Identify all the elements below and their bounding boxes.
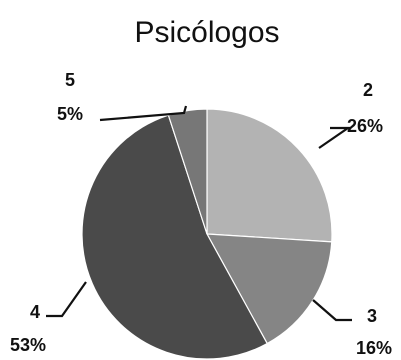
slice-labels: 2 26% 3 16% 4 53% 5 5% bbox=[10, 70, 392, 358]
leader-line-5 bbox=[99, 105, 188, 122]
chart-title: Psicólogos bbox=[134, 16, 279, 49]
pie-slices bbox=[81, 108, 333, 360]
leader-line-4 bbox=[46, 281, 87, 318]
slice-category-label-3: 3 bbox=[367, 306, 377, 326]
slice-percent-label-3: 16% bbox=[356, 338, 392, 358]
slice-percent-label-2: 26% bbox=[347, 116, 383, 136]
pie-slice-2 bbox=[206, 108, 333, 243]
leader-line-3 bbox=[312, 299, 352, 322]
slice-category-label-2: 2 bbox=[363, 80, 373, 100]
slice-percent-label-4: 53% bbox=[10, 335, 46, 355]
slice-category-label-4: 4 bbox=[30, 302, 40, 322]
leader-lines bbox=[46, 105, 352, 322]
pie-slice-4 bbox=[81, 114, 269, 360]
slice-category-label-5: 5 bbox=[65, 70, 75, 90]
slice-percent-label-5: 5% bbox=[57, 104, 83, 124]
leader-line-2 bbox=[318, 126, 352, 149]
